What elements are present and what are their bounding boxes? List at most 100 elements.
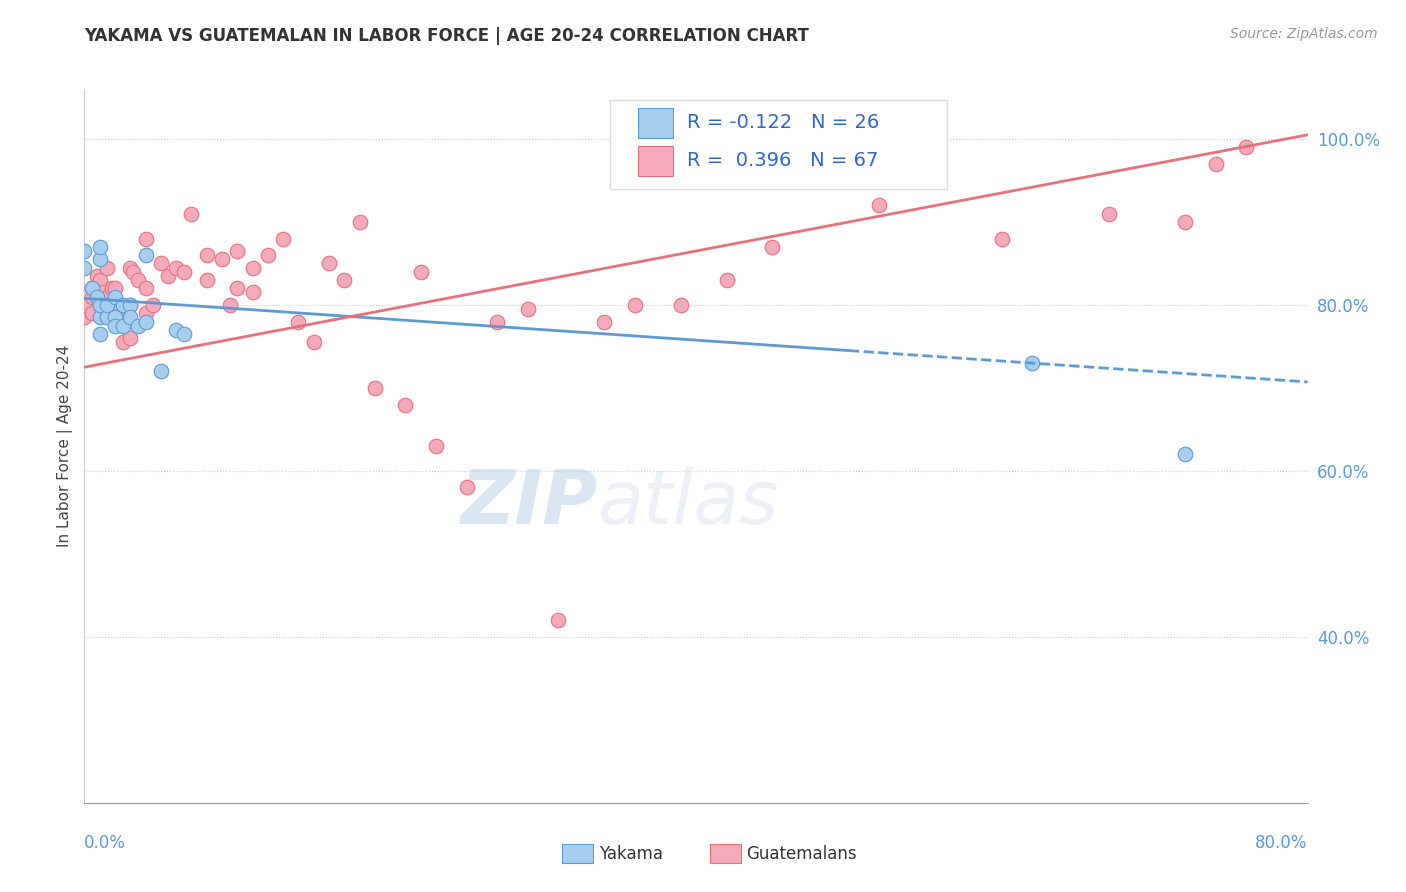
Point <box>89 326 111 341</box>
Point <box>1174 215 1197 229</box>
Point <box>73 244 96 258</box>
Point <box>104 318 127 333</box>
Point <box>716 273 738 287</box>
Point <box>669 298 692 312</box>
Point <box>73 310 96 325</box>
Point <box>149 256 172 270</box>
Point <box>89 310 111 325</box>
Point <box>104 310 127 325</box>
Point <box>80 281 103 295</box>
Point <box>135 314 157 328</box>
Point <box>96 290 118 304</box>
Point <box>486 314 509 328</box>
Point <box>149 364 172 378</box>
Point <box>89 252 111 267</box>
Point <box>211 252 233 267</box>
Point <box>157 268 180 283</box>
FancyBboxPatch shape <box>610 100 946 189</box>
Point <box>195 248 218 262</box>
Point <box>1021 356 1043 370</box>
Text: 0.0%: 0.0% <box>84 834 127 852</box>
Point <box>80 290 103 304</box>
Point <box>135 248 157 262</box>
Point <box>127 273 149 287</box>
Point <box>456 481 478 495</box>
Point <box>547 613 569 627</box>
Point <box>120 331 142 345</box>
Point <box>1098 207 1121 221</box>
Point <box>624 298 647 312</box>
Point <box>80 281 103 295</box>
Text: R = -0.122   N = 26: R = -0.122 N = 26 <box>688 113 880 132</box>
Point <box>73 298 96 312</box>
Point <box>180 207 202 221</box>
Point <box>96 310 118 325</box>
Point <box>104 298 127 312</box>
Point <box>135 306 157 320</box>
Point <box>96 298 118 312</box>
Point <box>364 381 387 395</box>
Point <box>89 240 111 254</box>
Point <box>242 285 264 300</box>
Point <box>195 273 218 287</box>
Point <box>1174 447 1197 461</box>
Point <box>173 265 195 279</box>
Point <box>120 298 142 312</box>
Point <box>165 260 187 275</box>
Point <box>1205 157 1227 171</box>
Point <box>127 318 149 333</box>
Point <box>302 335 325 350</box>
Text: Source: ZipAtlas.com: Source: ZipAtlas.com <box>1230 27 1378 41</box>
Point <box>120 260 142 275</box>
Point <box>104 306 127 320</box>
Point <box>120 310 142 325</box>
Point <box>91 285 114 300</box>
Point <box>409 265 432 279</box>
Point <box>89 298 111 312</box>
Text: Guatemalans: Guatemalans <box>747 845 858 863</box>
Text: ZIP: ZIP <box>461 467 598 540</box>
FancyBboxPatch shape <box>638 108 672 138</box>
Point <box>89 273 111 287</box>
Point <box>1236 140 1258 154</box>
Point <box>111 318 134 333</box>
Text: 80.0%: 80.0% <box>1256 834 1308 852</box>
Point <box>122 265 145 279</box>
Point <box>318 256 340 270</box>
Point <box>135 281 157 295</box>
Text: Yakama: Yakama <box>599 845 664 863</box>
Point <box>173 326 195 341</box>
Point <box>96 260 118 275</box>
Point <box>165 323 187 337</box>
Point <box>101 281 124 295</box>
Point <box>991 231 1014 245</box>
Point <box>287 314 309 328</box>
Point <box>135 231 157 245</box>
Text: atlas: atlas <box>598 467 779 539</box>
Point <box>394 397 416 411</box>
Point <box>349 215 371 229</box>
Point <box>104 290 127 304</box>
Point <box>111 298 134 312</box>
Point <box>89 298 111 312</box>
Point <box>86 268 108 283</box>
Point <box>86 290 108 304</box>
Text: R =  0.396   N = 67: R = 0.396 N = 67 <box>688 152 879 170</box>
Point <box>218 298 240 312</box>
Point <box>111 310 134 325</box>
Point <box>516 302 538 317</box>
FancyBboxPatch shape <box>638 145 672 176</box>
Point <box>73 260 96 275</box>
Point <box>257 248 280 262</box>
Point <box>104 281 127 295</box>
Point <box>226 244 249 258</box>
Point <box>89 290 111 304</box>
Point <box>111 335 134 350</box>
Point <box>142 298 165 312</box>
Point <box>271 231 294 245</box>
Point <box>425 439 447 453</box>
Text: YAKAMA VS GUATEMALAN IN LABOR FORCE | AGE 20-24 CORRELATION CHART: YAKAMA VS GUATEMALAN IN LABOR FORCE | AG… <box>84 27 810 45</box>
Point <box>593 314 616 328</box>
Point <box>120 298 142 312</box>
Point <box>226 281 249 295</box>
